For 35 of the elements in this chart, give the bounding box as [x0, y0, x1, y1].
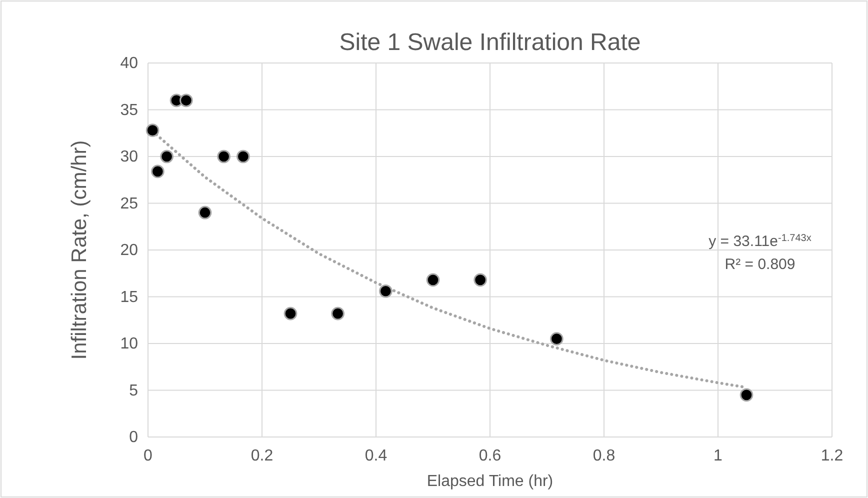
point — [284, 306, 298, 320]
x-tick-label: 0.4 — [364, 447, 388, 464]
x-tick-label: 0.8 — [592, 447, 616, 464]
x-axis-title: Elapsed Time (hr) — [426, 473, 554, 490]
x-tick-label: 1.2 — [820, 447, 844, 464]
point — [379, 284, 392, 298]
point — [146, 124, 160, 137]
point — [151, 164, 164, 178]
annotation: y = 33.11e$^{-1.743x}$ — [708, 232, 812, 250]
chart-title: Site 1 Swale Infiltration Rate — [339, 29, 641, 56]
x-tick-label: 0.6 — [478, 447, 502, 464]
x-tick-label: 0.2 — [250, 447, 274, 464]
point — [474, 273, 487, 287]
y-tick-label: 30 — [120, 148, 138, 166]
point — [217, 150, 230, 164]
point — [180, 94, 193, 108]
y-tick-label: 35 — [120, 102, 138, 119]
point — [198, 206, 212, 220]
y-axis-title: Infiltration Rate, (cm/hr) — [68, 140, 91, 360]
x-tick-label: 0 — [144, 447, 153, 464]
point — [331, 306, 344, 320]
y-tick-label: 5 — [129, 382, 138, 400]
y-tick-label: 15 — [120, 288, 138, 306]
point — [740, 388, 754, 402]
y-tick-label: 0 — [129, 429, 138, 446]
y-tick-label: 20 — [120, 242, 138, 260]
y-tick-label: 25 — [120, 195, 138, 212]
y-tick-label: 10 — [120, 336, 138, 353]
point — [426, 273, 440, 287]
point — [550, 332, 564, 346]
point — [236, 150, 250, 164]
y-tick-label: 40 — [120, 55, 138, 72]
x-tick-label: 1 — [714, 447, 723, 464]
point — [160, 150, 174, 164]
annotation: R² = 0.809 — [724, 256, 796, 273]
